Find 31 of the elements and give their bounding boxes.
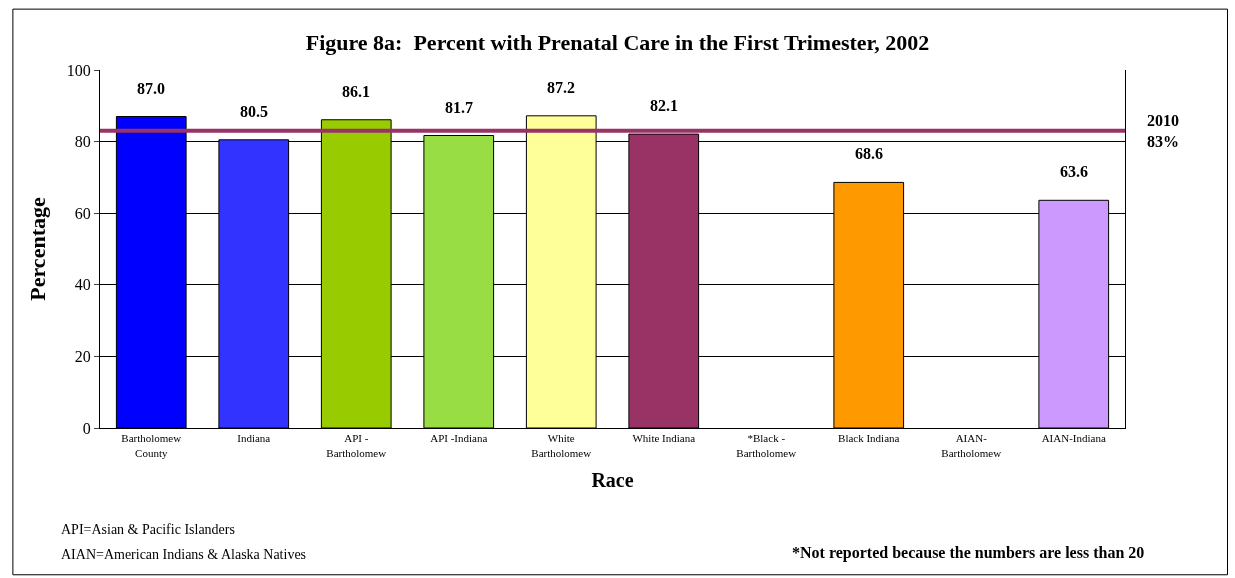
ref-line-label: 2010 83% (1147, 112, 1179, 150)
x-tick-label: AIAN-Indiana (1041, 432, 1106, 445)
data-label: 87.2 (547, 79, 575, 96)
text: *Not reported because the numbers are less than 20 (792, 544, 1145, 562)
y-tick-label: 80 (74, 133, 91, 151)
x-tick-label: White Bartholomew (531, 432, 592, 459)
y-tick-label: 100 (66, 61, 91, 79)
x-axis-title: Race (591, 469, 634, 491)
x-tick-label: Black Indiana (838, 432, 900, 445)
data-label: 86.1 (342, 83, 370, 100)
y-axis-title: Percentage (24, 197, 50, 301)
x-tick-label: AIAN- Bartholomew (941, 432, 1002, 459)
x-tick-label: White Indiana (632, 432, 696, 445)
data-label: 82.1 (650, 97, 678, 114)
chart-title: Figure 8a: Percent with Prenatal Care in the First Trimester, 2002 (305, 30, 930, 56)
y-tick-label: 60 (74, 204, 91, 222)
text: AIAN=American Indians & Alaska Natives (61, 547, 307, 562)
x-tick-label: Indiana (237, 432, 271, 445)
x-tick-label: Bartholomew County (121, 432, 182, 459)
data-label: 68.6 (855, 145, 883, 162)
data-label: 87.0 (137, 80, 165, 97)
y-tick-label: 0 (82, 419, 91, 437)
text: API=Asian & Pacific Islanders (61, 522, 235, 537)
x-tick-label: API - Bartholomew (326, 432, 387, 459)
data-label: 80.5 (240, 103, 268, 120)
x-tick-label: API -Indiana (430, 432, 488, 445)
data-label: 81.7 (445, 99, 473, 116)
data-label: 63.6 (1060, 163, 1088, 180)
x-tick-label: *Black - Bartholomew (736, 432, 797, 459)
y-tick-label: 40 (74, 276, 91, 294)
y-tick-label: 20 (74, 348, 91, 365)
